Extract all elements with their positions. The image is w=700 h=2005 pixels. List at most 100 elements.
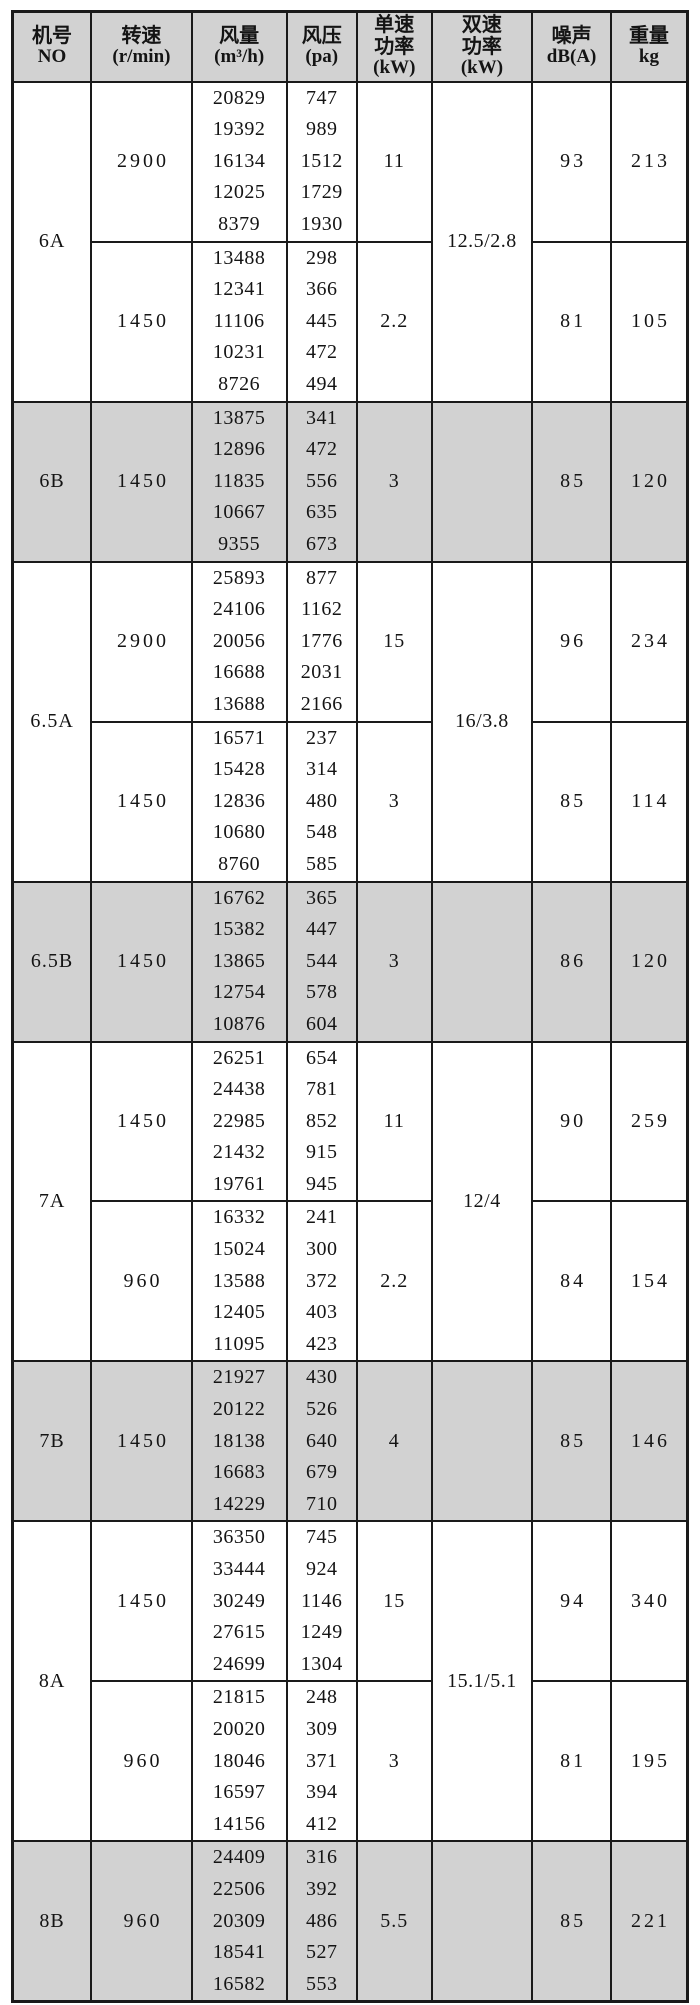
pressure-cell-value: 553: [306, 1972, 338, 1995]
single-power-cell: 15: [356, 1520, 433, 1683]
flow-cell-value: 16571: [212, 726, 266, 749]
speed-cell: 2900: [90, 80, 193, 243]
flow-cell-value: 24699: [212, 1652, 266, 1675]
pressure-cell: 430 526 640 679 710: [285, 1360, 359, 1523]
pressure-cell-value: 1930: [300, 213, 343, 236]
speed-cell: 1450: [90, 400, 193, 563]
flow-cell-value: 19761: [212, 1172, 266, 1195]
weight-cell: 340: [609, 1520, 689, 1683]
single-power-cell: 2.2: [356, 240, 433, 403]
pressure-cell-value: 604: [306, 1012, 338, 1035]
weight-cell: 146: [609, 1360, 689, 1523]
flow-cell: 36350 33444 30249 27615 24699: [190, 1520, 288, 1683]
weight-cell: 259: [609, 1040, 689, 1203]
col-header-noise-line: dB(A): [546, 46, 597, 68]
noise-cell: 93: [531, 80, 612, 243]
pressure-cell-value: 745: [306, 1526, 338, 1549]
flow-cell: 26251 24438 22985 21432 19761: [190, 1040, 288, 1203]
flow-cell: 21927 20122 18138 16683 14229: [190, 1360, 288, 1523]
col-header-weight-line: 重量: [628, 24, 669, 47]
pressure-cell-value: 852: [306, 1109, 338, 1132]
pressure-cell-value: 412: [306, 1812, 338, 1835]
flow-cell-value: 20309: [212, 1909, 266, 1932]
col-header-dual-power: 双速 功率 (kW): [430, 10, 534, 83]
pressure-cell-value: 298: [306, 246, 338, 269]
single-power-cell: 11: [356, 1040, 433, 1203]
pressure-cell-value: 392: [306, 1877, 338, 1900]
flow-cell-value: 20020: [212, 1717, 266, 1740]
col-header-pressure-line: 风压: [301, 24, 342, 47]
flow-cell-value: 21815: [212, 1686, 266, 1709]
pressure-cell: 237 314 480 548 585: [285, 720, 359, 883]
speed-cell: 1450: [90, 720, 193, 883]
single-power-cell: 3: [356, 400, 433, 563]
flow-cell-value: 15382: [212, 918, 266, 941]
flow-cell-value: 16597: [212, 1781, 266, 1804]
flow-cell-value: 10231: [212, 341, 266, 364]
spec-row-6A-2900: 6A 2900 20829 19392 16134 12025 8379 747 989 1512…: [11, 80, 689, 403]
pressure-cell-value: 548: [306, 821, 338, 844]
flow-cell-value: 13688: [212, 692, 266, 715]
speed-cell: 960: [90, 1680, 193, 1843]
pressure-cell-value: 316: [306, 1846, 338, 1869]
pressure-cell-value: 924: [306, 1558, 338, 1581]
pressure-cell-value: 915: [306, 1141, 338, 1164]
flow-cell-value: 21927: [212, 1366, 266, 1389]
pressure-cell: 341 472 556 635 673: [285, 400, 359, 563]
pressure-cell-value: 1776: [300, 629, 343, 652]
flow-cell-value: 30249: [212, 1589, 266, 1612]
pressure-cell-value: 556: [306, 469, 338, 492]
flow-cell-value: 8726: [218, 373, 261, 396]
pressure-cell-value: 309: [306, 1717, 338, 1740]
flow-cell: 13875 12896 11835 10667 9355: [190, 400, 288, 563]
speed-cell: 960: [90, 1840, 193, 2003]
spec-row-8A-1450: 8A 1450 36350 33444 30249 27615 24699 745 924 114…: [11, 1520, 689, 1843]
flow-cell-value: 12025: [212, 181, 266, 204]
table-body: 6A 2900 20829 19392 16134 12025 8379 747 989 1512…: [11, 80, 689, 2003]
flow-cell-value: 10667: [212, 501, 266, 524]
flow-cell-value: 8760: [218, 852, 261, 875]
col-header-pressure-line: (pa): [305, 46, 339, 68]
model-cell: 6.5A: [11, 560, 93, 883]
dual-power-cell: [430, 400, 534, 563]
pressure-cell-value: 1146: [301, 1589, 343, 1612]
flow-cell: 16332 15024 13588 12405 11095: [190, 1200, 288, 1363]
col-header-speed-line: 转速: [121, 24, 162, 47]
dual-power-cell: 12.5/2.8: [430, 80, 534, 403]
flow-cell-value: 24106: [212, 598, 266, 621]
flow-cell-value: 20122: [212, 1398, 266, 1421]
flow-cell-value: 8379: [218, 213, 261, 236]
speed-cell: 2900: [90, 560, 193, 723]
col-header-flow-line: (m³/h): [214, 46, 265, 68]
pressure-cell-value: 1249: [300, 1621, 343, 1644]
single-power-cell: 3: [356, 880, 433, 1043]
flow-cell-value: 16332: [212, 1206, 266, 1229]
pressure-cell-value: 241: [306, 1206, 338, 1229]
flow-cell: 20829 19392 16134 12025 8379: [190, 80, 288, 243]
pressure-cell-value: 423: [306, 1332, 338, 1355]
pressure-cell: 877 1162 1776 2031 2166: [285, 560, 359, 723]
flow-cell-value: 18046: [212, 1749, 266, 1772]
model-cell: 8A: [11, 1520, 93, 1843]
flow-cell-value: 13488: [212, 246, 266, 269]
weight-cell: 154: [609, 1200, 689, 1363]
flow-cell-value: 21432: [212, 1141, 266, 1164]
pressure-cell-value: 585: [306, 852, 338, 875]
flow-cell: 16571 15428 12836 10680 8760: [190, 720, 288, 883]
pressure-cell-value: 480: [306, 789, 338, 812]
col-header-dual-power-line: 功率: [461, 35, 502, 58]
flow-cell: 25893 24106 20056 16688 13688: [190, 560, 288, 723]
flow-cell-value: 25893: [212, 566, 266, 589]
flow-cell-value: 11106: [213, 309, 265, 332]
flow-cell-value: 27615: [212, 1621, 266, 1644]
col-header-noise: 噪声 dB(A): [531, 10, 612, 83]
flow-cell-value: 13588: [212, 1269, 266, 1292]
table-head: 机号 NO 转速 (r/min) 风量 (m³/h) 风压 (pa) 单速 功率 (kW) 双速 功率(…: [11, 10, 689, 83]
pressure-cell-value: 1729: [300, 181, 343, 204]
col-header-dual-power-line: 双速: [461, 14, 502, 36]
pressure-cell-value: 447: [306, 918, 338, 941]
flow-cell-value: 12836: [212, 789, 266, 812]
weight-cell: 105: [609, 240, 689, 403]
speed-cell: 1450: [90, 880, 193, 1043]
flow-cell-value: 16134: [212, 149, 266, 172]
